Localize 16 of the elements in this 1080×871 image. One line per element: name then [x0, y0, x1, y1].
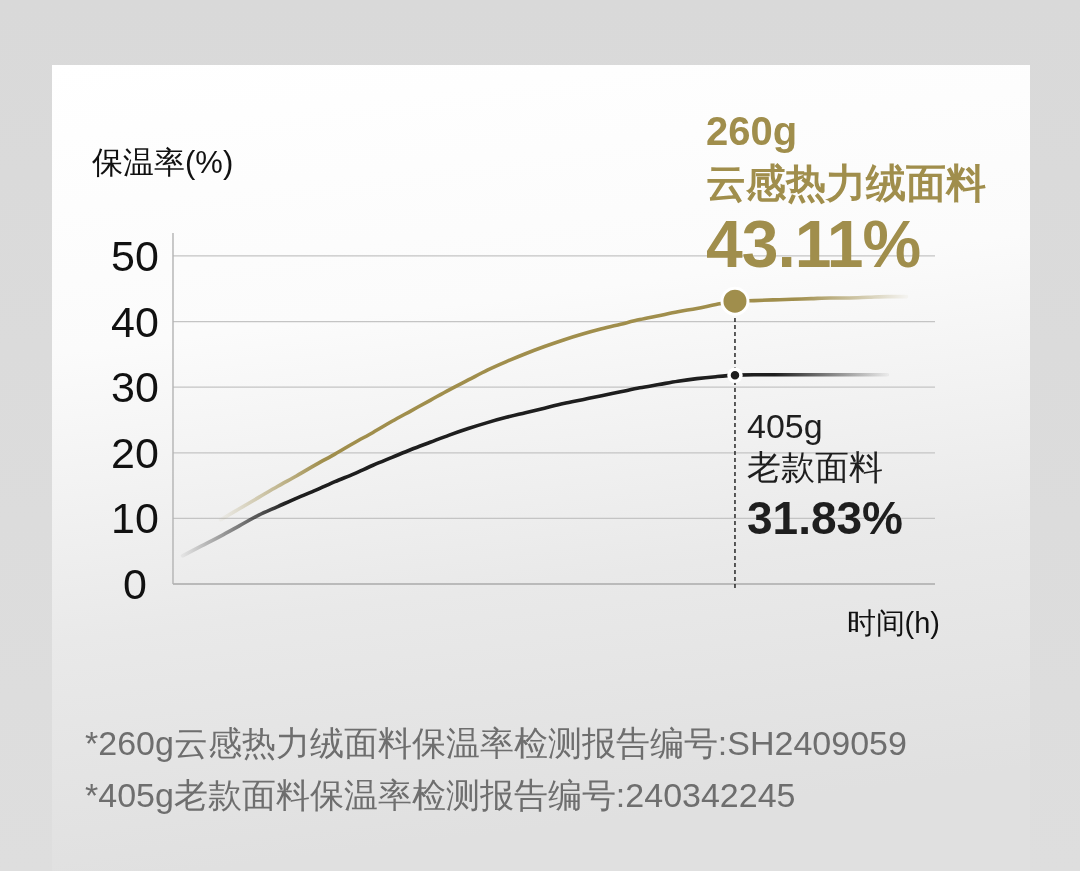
y-tick-label: 40 — [111, 297, 159, 346]
series-name: 老款面料 — [746, 448, 883, 487]
y-tick-label: 30 — [111, 363, 159, 412]
annotation: *405g老款面料保温率检测报告编号:240342245 — [85, 776, 796, 814]
y-tick-label: 50 — [111, 231, 159, 280]
y-tick-label: 0 — [123, 560, 147, 608]
annotation: *260g云感热力绒面料保温率检测报告编号:SH2409059 — [85, 724, 907, 762]
series-name: 260g — [705, 109, 798, 154]
y-tick-label: 10 — [111, 494, 159, 543]
series-name: 405g — [746, 407, 823, 446]
value-label: 43.11% — [705, 207, 921, 282]
y-tick-label: 20 — [111, 428, 159, 477]
series-name: 云感热力绒面料 — [705, 161, 986, 206]
x-axis-title: 时间(h) — [846, 607, 940, 639]
value-label: 31.83% — [746, 492, 903, 545]
y-axis-title: 保温率(%) — [92, 145, 234, 180]
